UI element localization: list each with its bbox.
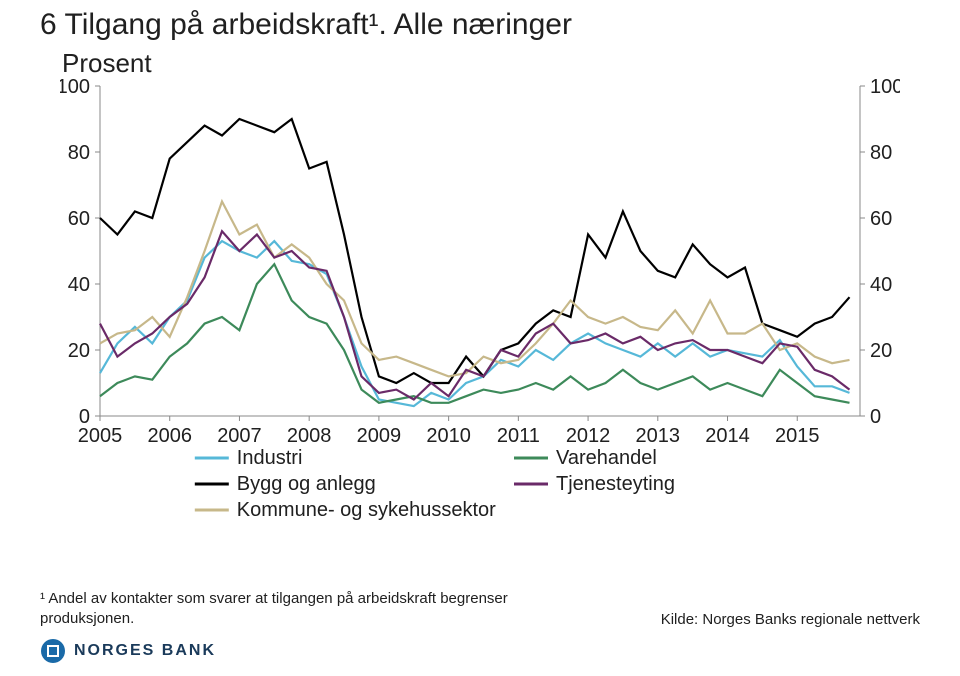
legend-label: Tjenesteyting — [556, 473, 675, 495]
x-axis-tick: 2013 — [636, 425, 681, 447]
line-chart-svg: 0204060801000204060801002005200620072008… — [60, 76, 900, 546]
legend-label: Industri — [237, 447, 303, 469]
x-axis-tick: 2015 — [775, 425, 820, 447]
y-axis-tick-right: 20 — [870, 340, 892, 362]
logo-text: NORGES BANK — [74, 642, 216, 660]
logo-icon — [40, 638, 66, 664]
chart-area: 0204060801000204060801002005200620072008… — [60, 76, 900, 546]
norges-bank-logo: NORGES BANK — [40, 638, 216, 664]
source-text: Kilde: Norges Banks regionale nettverk — [661, 611, 920, 628]
slide: { "title": "6 Tilgang på arbeidskraft¹. … — [0, 0, 960, 676]
y-axis-tick-left: 80 — [68, 142, 90, 164]
x-axis-tick: 2011 — [497, 425, 540, 447]
x-axis-tick: 2008 — [287, 425, 332, 447]
x-axis-tick: 2006 — [147, 425, 192, 447]
y-axis-tick-right: 40 — [870, 274, 892, 296]
footnote-text: ¹ Andel av kontakter som svarer at tilga… — [40, 589, 540, 628]
y-axis-tick-left: 60 — [68, 208, 90, 230]
legend-label: Varehandel — [556, 447, 657, 469]
series-tjenesteyting — [100, 231, 850, 399]
x-axis-tick: 2009 — [357, 425, 402, 447]
x-axis-tick: 2007 — [217, 425, 261, 447]
chart-subtitle: Prosent — [62, 48, 152, 79]
y-axis-tick-left: 40 — [68, 274, 90, 296]
legend-label: Bygg og anlegg — [237, 473, 376, 495]
y-axis-tick-right: 0 — [870, 406, 881, 428]
series-kommune-og-sykehussektor — [100, 202, 850, 377]
y-axis-tick-right: 80 — [870, 142, 892, 164]
legend-label: Kommune- og sykehussektor — [237, 499, 496, 521]
y-axis-tick-left: 20 — [68, 340, 90, 362]
x-axis-tick: 2005 — [78, 425, 123, 447]
x-axis-tick: 2014 — [705, 425, 750, 447]
y-axis-tick-left: 100 — [60, 76, 90, 98]
x-axis-tick: 2010 — [426, 425, 471, 447]
chart-title: 6 Tilgang på arbeidskraft¹. Alle næringe… — [40, 8, 572, 42]
y-axis-tick-right: 60 — [870, 208, 892, 230]
y-axis-tick-right: 100 — [870, 76, 900, 98]
x-axis-tick: 2012 — [566, 425, 611, 447]
series-industri — [100, 241, 850, 406]
